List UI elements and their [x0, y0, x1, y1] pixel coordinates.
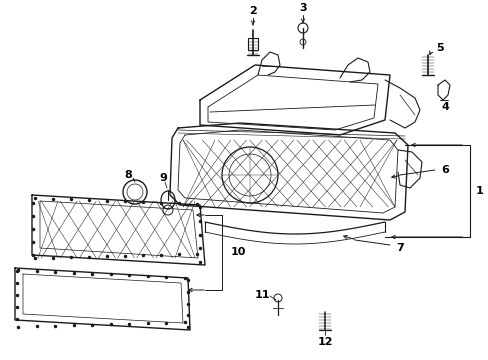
Text: 8: 8 [124, 170, 132, 180]
Text: 3: 3 [299, 3, 306, 13]
Text: 10: 10 [230, 247, 245, 257]
Text: 12: 12 [317, 337, 332, 347]
Text: 5: 5 [435, 43, 443, 53]
Text: 9: 9 [159, 173, 166, 183]
Text: 4: 4 [440, 102, 448, 112]
Text: 2: 2 [248, 6, 256, 16]
Text: 11: 11 [254, 290, 269, 300]
Text: 1: 1 [475, 186, 483, 196]
Text: 7: 7 [395, 243, 403, 253]
Text: 6: 6 [440, 165, 448, 175]
